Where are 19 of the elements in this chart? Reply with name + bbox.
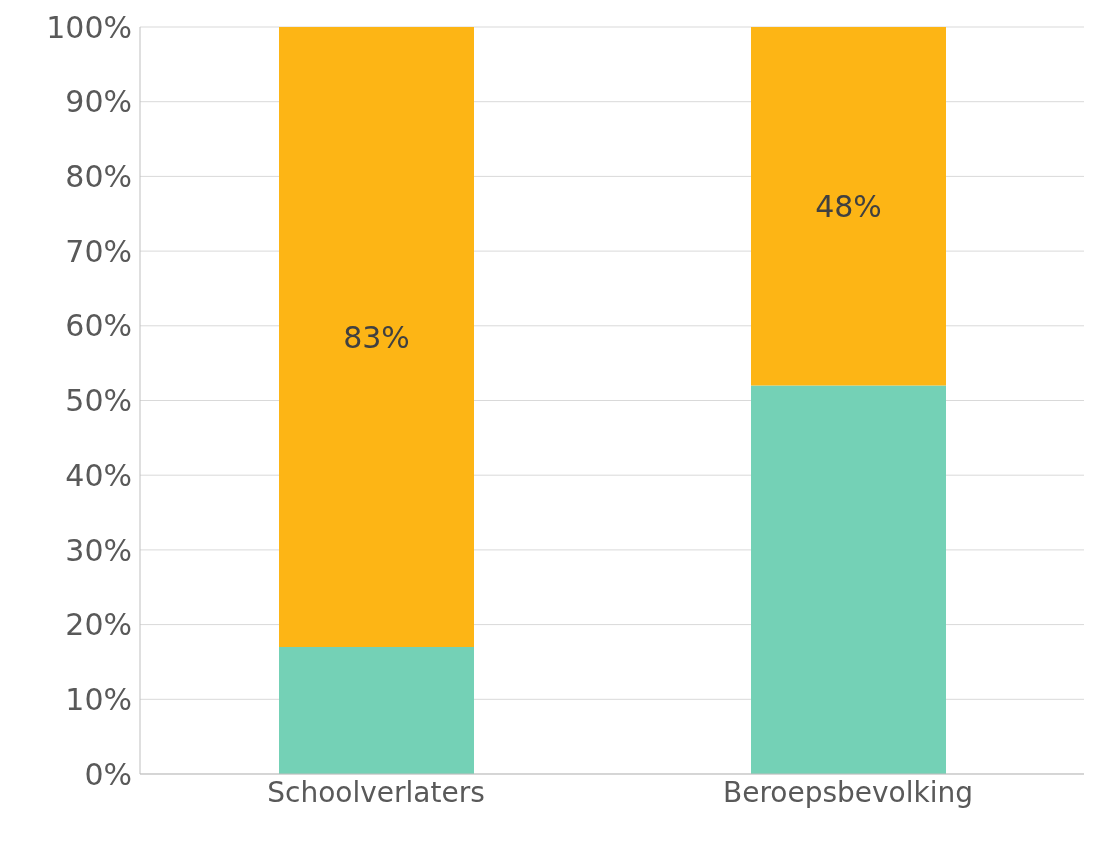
y-tick-label: 100% <box>46 9 132 45</box>
y-tick-label: 40% <box>65 457 132 493</box>
bar <box>279 27 474 648</box>
y-tick-label: 80% <box>65 159 132 195</box>
y-tick-label: 30% <box>65 532 132 568</box>
bar <box>751 27 946 386</box>
y-tick-label: 0% <box>84 756 132 792</box>
data-label: 83% <box>343 319 410 355</box>
y-tick-label: 90% <box>65 84 132 120</box>
x-tick-label: Schoolverlaters <box>267 775 485 809</box>
y-tick-label: 10% <box>65 681 132 717</box>
data-label: 48% <box>815 188 882 224</box>
y-tick-label: 50% <box>65 383 132 419</box>
y-tick-label: 70% <box>65 233 132 269</box>
y-tick-label: 20% <box>65 607 132 643</box>
y-tick-label: 60% <box>65 308 132 344</box>
bar <box>279 647 474 774</box>
x-tick-label: Beroepsbevolking <box>722 775 974 809</box>
bar <box>751 385 946 774</box>
